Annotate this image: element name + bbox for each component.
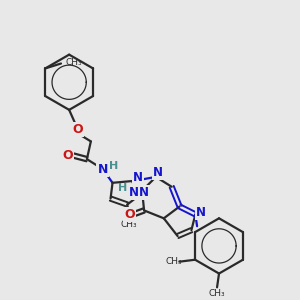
Text: H: H [118,183,127,193]
Text: N: N [98,163,108,176]
Text: O: O [124,208,135,221]
Text: N: N [196,206,206,219]
Text: CH₃: CH₃ [209,289,225,298]
Text: N: N [153,167,163,179]
Text: CH₃: CH₃ [66,58,82,67]
Text: N: N [133,171,143,184]
Text: CH₃: CH₃ [165,257,182,266]
Text: O: O [63,149,74,162]
Text: O: O [73,123,83,136]
Text: CH₃: CH₃ [121,220,138,229]
Text: N: N [129,186,139,199]
Text: H: H [109,161,118,171]
Text: N: N [139,186,149,199]
